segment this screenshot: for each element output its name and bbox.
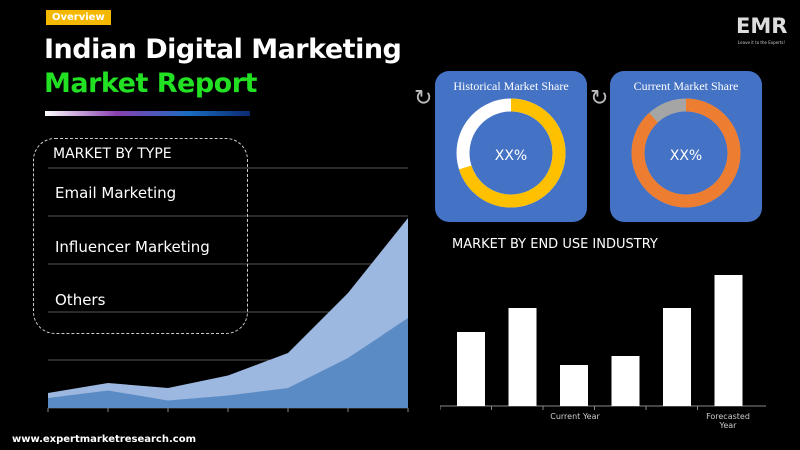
overview-badge: Overview (46, 10, 111, 25)
footer-url[interactable]: www.expertmarketresearch.com (12, 434, 196, 445)
area-series-1 (48, 318, 408, 408)
bar (714, 275, 743, 406)
x-label: Forecasted Year (706, 412, 750, 430)
emr-logo: EMR Leave it to the Experts! (736, 14, 788, 45)
historical-share-card: Historical Market Share XX% (435, 71, 587, 222)
type-item: Others (55, 291, 106, 309)
bar (457, 332, 485, 406)
end-use-heading: MARKET BY END USE INDUSTRY (452, 237, 658, 252)
bar (611, 356, 640, 406)
card-title: Current Market Share (633, 79, 739, 93)
share-value: XX% (669, 148, 703, 164)
page-subtitle: Market Report (44, 68, 257, 99)
refresh-arrow-icon: ↻ (590, 86, 609, 111)
bar (508, 308, 537, 406)
current-share-card: Current Market Share XX% (610, 71, 762, 222)
page-title: Indian Digital Marketing (44, 34, 402, 65)
donut-chart (456, 98, 566, 208)
market-by-type-heading: MARKET BY TYPE (53, 146, 172, 162)
type-item: Influencer Marketing (55, 238, 210, 256)
donut-chart (631, 98, 741, 208)
type-item: Email Marketing (55, 184, 177, 202)
x-label: Current Year (550, 412, 600, 421)
gradient-divider (45, 111, 250, 116)
share-value: XX% (494, 148, 528, 164)
area-chart (47, 167, 409, 412)
market-by-type-box (33, 138, 248, 334)
card-title: Historical Market Share (453, 79, 569, 93)
refresh-arrow-icon: ↻ (414, 86, 433, 111)
bar-chart (440, 275, 766, 410)
bar (560, 365, 588, 406)
bar (663, 308, 691, 406)
area-series-0 (48, 218, 408, 408)
